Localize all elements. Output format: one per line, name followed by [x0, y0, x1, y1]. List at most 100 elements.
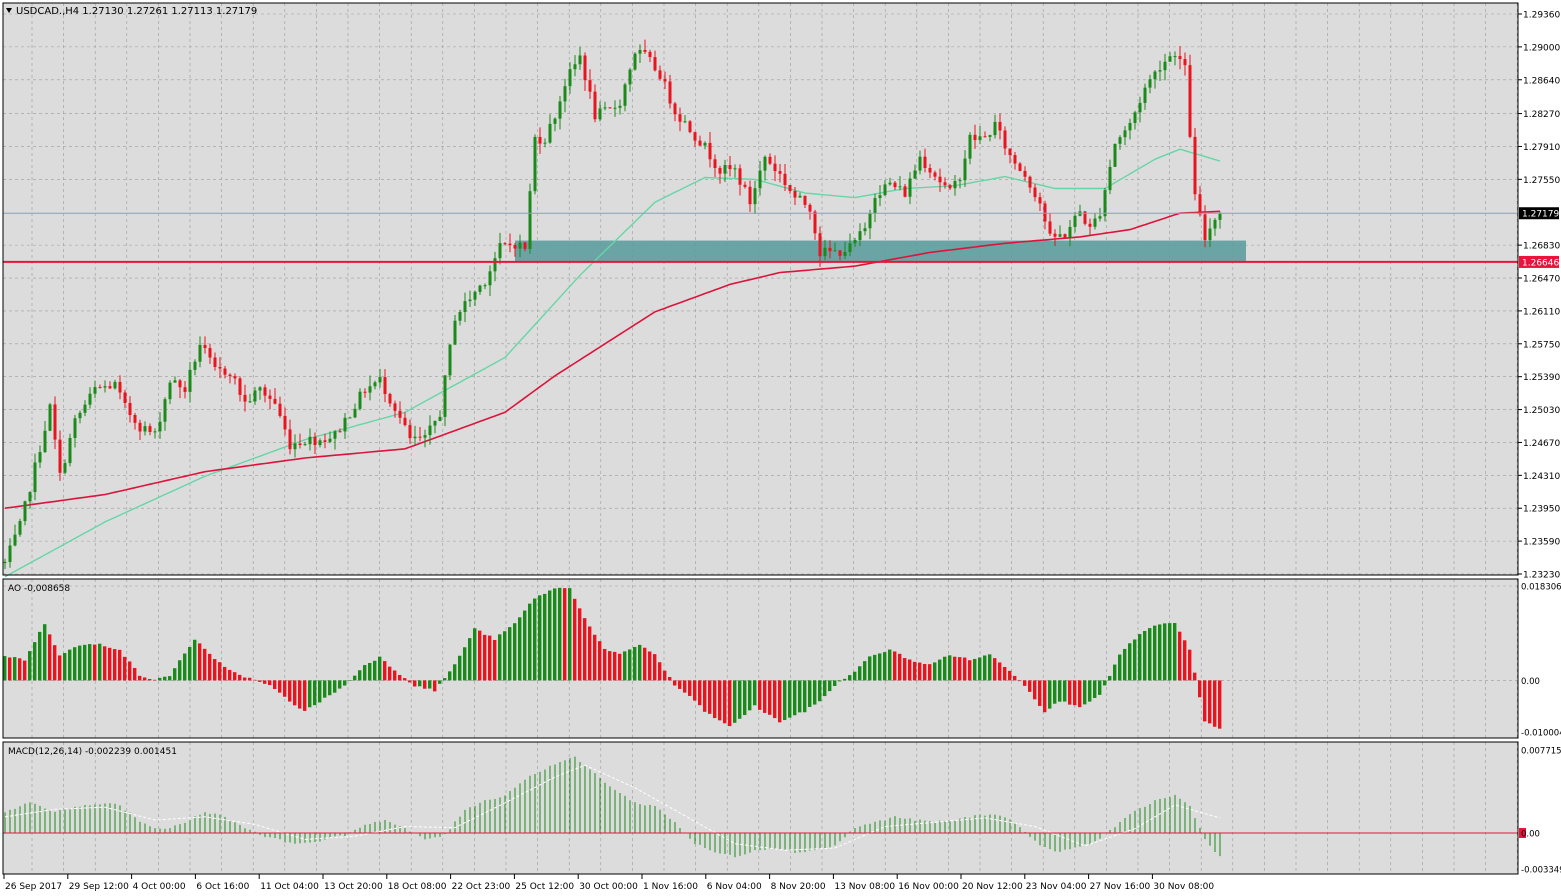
candle-body	[783, 173, 787, 186]
ao-bar	[458, 655, 462, 681]
candle-body	[633, 53, 637, 70]
ao-bar	[63, 653, 67, 681]
ao-bar	[498, 634, 502, 681]
candle-body	[343, 417, 347, 432]
ao-bar	[813, 680, 817, 705]
candle-body	[1073, 215, 1077, 227]
ao-bar	[723, 680, 727, 724]
ao-bar	[478, 630, 482, 681]
ao-bar	[898, 653, 902, 681]
candle-body	[143, 426, 147, 432]
candle-body	[698, 140, 702, 146]
ao-bar	[608, 651, 612, 681]
ao-bar	[1188, 649, 1192, 681]
ao-bar	[1183, 640, 1187, 681]
ao-bar	[1218, 680, 1222, 729]
ao-bar	[803, 680, 807, 713]
candle-body	[743, 184, 747, 187]
candle-body	[808, 204, 812, 212]
ao-bar	[1158, 624, 1162, 681]
ao-bar	[93, 644, 97, 681]
candle-body	[648, 51, 652, 58]
ao-bar	[993, 658, 997, 681]
ao-bar	[303, 680, 307, 711]
candle-body	[388, 393, 392, 404]
candle-body	[163, 399, 167, 422]
candle-body	[1143, 87, 1147, 103]
ao-bar	[403, 678, 407, 681]
y-tick-label: 1.29360	[1523, 11, 1560, 21]
candle-body	[1218, 213, 1222, 220]
ao-bar	[958, 657, 962, 681]
candle-body	[788, 185, 792, 191]
ao-bar	[1138, 634, 1142, 681]
candle-body	[598, 108, 602, 120]
candle-body	[983, 136, 987, 138]
ao-bar	[1163, 623, 1167, 681]
ao-bar	[553, 588, 557, 681]
candle-body	[303, 444, 307, 446]
candle-body	[838, 250, 842, 256]
ao-bar	[868, 656, 872, 681]
ao-bar	[308, 680, 312, 708]
candle-body	[278, 403, 282, 416]
candle-body	[1038, 197, 1042, 204]
candle-body	[1183, 59, 1187, 66]
candle-body	[518, 242, 522, 249]
ao-bar	[1068, 680, 1072, 705]
candle-body	[268, 395, 272, 399]
ao-bar	[1113, 664, 1117, 681]
candle-body	[753, 188, 757, 205]
candle-body	[493, 258, 497, 272]
ao-bar	[288, 680, 292, 702]
ao-bar	[323, 680, 327, 698]
grid-lines	[3, 3, 1518, 874]
candle-body	[803, 195, 807, 205]
ao-bar	[758, 680, 762, 710]
candle-body	[263, 387, 267, 396]
ao-bar	[1008, 670, 1012, 681]
support-zone	[515, 240, 1246, 262]
candle-body	[613, 107, 617, 109]
ao-bar	[488, 635, 492, 681]
candle-body	[893, 182, 897, 188]
candle-body	[1148, 79, 1152, 88]
candle-body	[78, 412, 82, 419]
ao-bar	[163, 676, 167, 681]
price-pane[interactable]	[3, 3, 1518, 575]
collapse-triangle-icon[interactable]	[6, 8, 12, 13]
ao-bar	[8, 657, 12, 681]
candle-body	[1153, 71, 1157, 80]
ao-bar	[933, 662, 937, 681]
ao-pane[interactable]	[3, 579, 1518, 738]
candle-body	[1003, 130, 1007, 149]
candle-body	[403, 417, 407, 426]
ao-bar	[253, 679, 257, 681]
ao-bar	[823, 680, 827, 697]
candle-body	[603, 107, 607, 109]
candle-body	[928, 168, 932, 173]
y-tick-label: 1.28640	[1523, 76, 1560, 86]
macd-pane[interactable]	[3, 742, 1518, 874]
candle-body	[873, 198, 877, 214]
candle-body	[313, 436, 317, 446]
ao-bar	[833, 680, 837, 686]
ao-bar	[568, 588, 572, 681]
ao-bar	[528, 603, 532, 681]
candle-body	[128, 402, 132, 415]
candle-body	[563, 86, 567, 102]
ao-bar	[1028, 680, 1032, 692]
ao-bar	[533, 598, 537, 681]
ao-bar	[998, 662, 1002, 681]
candle-body	[993, 121, 997, 136]
ao-bar	[818, 680, 822, 702]
candle-body	[818, 233, 822, 257]
candle-body	[583, 55, 587, 81]
ao-bar	[663, 670, 667, 681]
candle-body	[1018, 163, 1022, 171]
ao-bar	[508, 627, 512, 681]
ao-bar	[118, 649, 122, 681]
candle-body	[273, 398, 277, 404]
candle-body	[628, 69, 632, 85]
ao-bar	[748, 680, 752, 711]
